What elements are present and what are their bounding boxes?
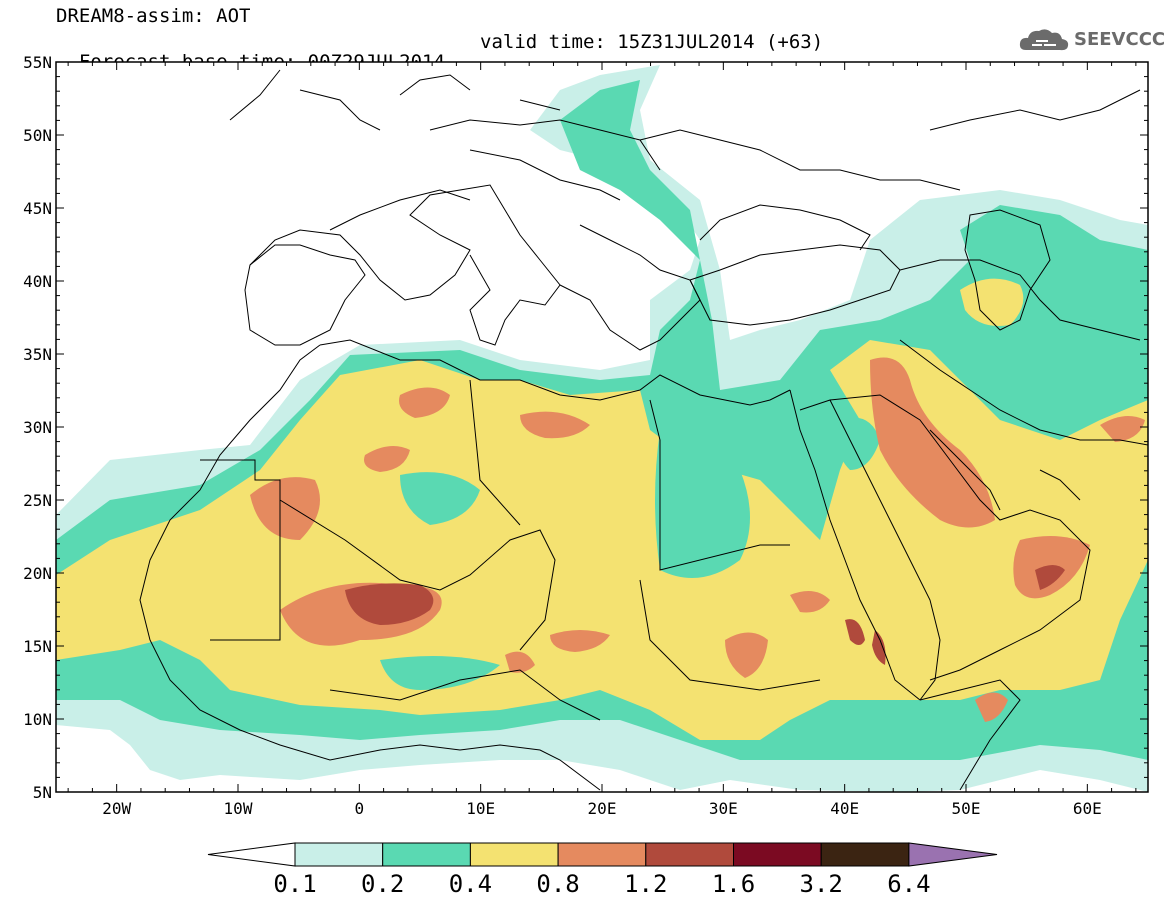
colorbar-segment	[294, 842, 384, 867]
colorbar-segment	[733, 842, 822, 867]
colorbar	[207, 842, 998, 867]
lat-tick-label: 25N	[23, 491, 52, 510]
colorbar-label: 1.2	[624, 870, 668, 898]
aot-0.8-region	[250, 477, 320, 540]
lat-tick-label: 20N	[23, 564, 52, 583]
lon-tick-label: 60E	[1073, 799, 1102, 818]
lat-tick-label: 35N	[23, 345, 52, 364]
colorbar-under-arrow	[207, 842, 296, 867]
lon-tick-label: 50E	[952, 799, 981, 818]
cloud-icon	[1019, 29, 1069, 51]
europe-coast	[249, 184, 561, 346]
turkey	[689, 244, 901, 326]
lat-tick-label: 15N	[23, 637, 52, 656]
lon-tick-label: 30E	[709, 799, 738, 818]
logo-text: SEEVCCC	[1074, 29, 1165, 50]
colorbar-segment	[469, 842, 559, 867]
country-borders	[139, 69, 1148, 791]
iran	[899, 259, 1148, 446]
scandinavia-coast	[229, 69, 1141, 131]
axis-ticks: 5N 10N 15N 20N 25N 30N 35N 40N 45N 50N 55N 20W 10W 0 1…	[23, 53, 1148, 818]
lat-tick-label: 55N	[23, 53, 52, 72]
europe-inner	[329, 99, 961, 231]
lon-tick-label: 20W	[102, 799, 131, 818]
map-title: DREAM8-assim: AOT	[56, 5, 251, 27]
africa-inner-1	[200, 379, 821, 721]
colorbar-segment	[382, 842, 471, 867]
colorbar-segment	[645, 842, 734, 867]
colorbar-label: 0.8	[536, 870, 580, 898]
lon-tick-label: 20E	[588, 799, 617, 818]
aot-0.4-caspian	[960, 278, 1024, 326]
lat-tick-label: 10N	[23, 710, 52, 729]
lat-tick-label: 50N	[23, 126, 52, 145]
colorbar-label: 1.6	[711, 870, 756, 898]
seevccc-logo: SEEVCCC	[1018, 26, 1165, 54]
red-sea	[789, 389, 941, 701]
iberia	[244, 244, 366, 346]
lat-tick-label: 30N	[23, 418, 52, 437]
aot-field	[56, 65, 1148, 792]
colorbar-label: 0.1	[273, 870, 317, 898]
caspian	[964, 209, 1051, 331]
lon-tick-label: 10E	[466, 799, 495, 818]
colorbar-label: 0.4	[448, 870, 493, 898]
black-sea	[699, 204, 871, 251]
colorbar-label: 6.4	[887, 870, 931, 898]
colorbar-segment	[557, 842, 647, 867]
lon-tick-label: 40E	[830, 799, 859, 818]
balkans	[559, 224, 701, 351]
lon-tick-label: 10W	[224, 799, 253, 818]
valid-time-label: valid time: 15Z31JUL2014 (+63)	[480, 31, 824, 53]
lat-tick-label: 45N	[23, 199, 52, 218]
lat-tick-label: 40N	[23, 272, 52, 291]
west-africa-coast	[139, 344, 601, 791]
colorbar-label: 3.2	[799, 870, 843, 898]
colorbar-over-arrow	[908, 842, 998, 867]
aot-1.2-region	[345, 583, 434, 625]
colorbar-label: 0.2	[361, 870, 405, 898]
lat-tick-label: 5N	[33, 783, 52, 802]
lon-tick-label: 0	[355, 799, 365, 818]
arabia	[829, 394, 1091, 681]
north-africa-coast	[319, 339, 791, 406]
horn-africa	[919, 679, 1021, 791]
gulf	[929, 429, 1081, 511]
colorbar-segment	[820, 842, 910, 867]
